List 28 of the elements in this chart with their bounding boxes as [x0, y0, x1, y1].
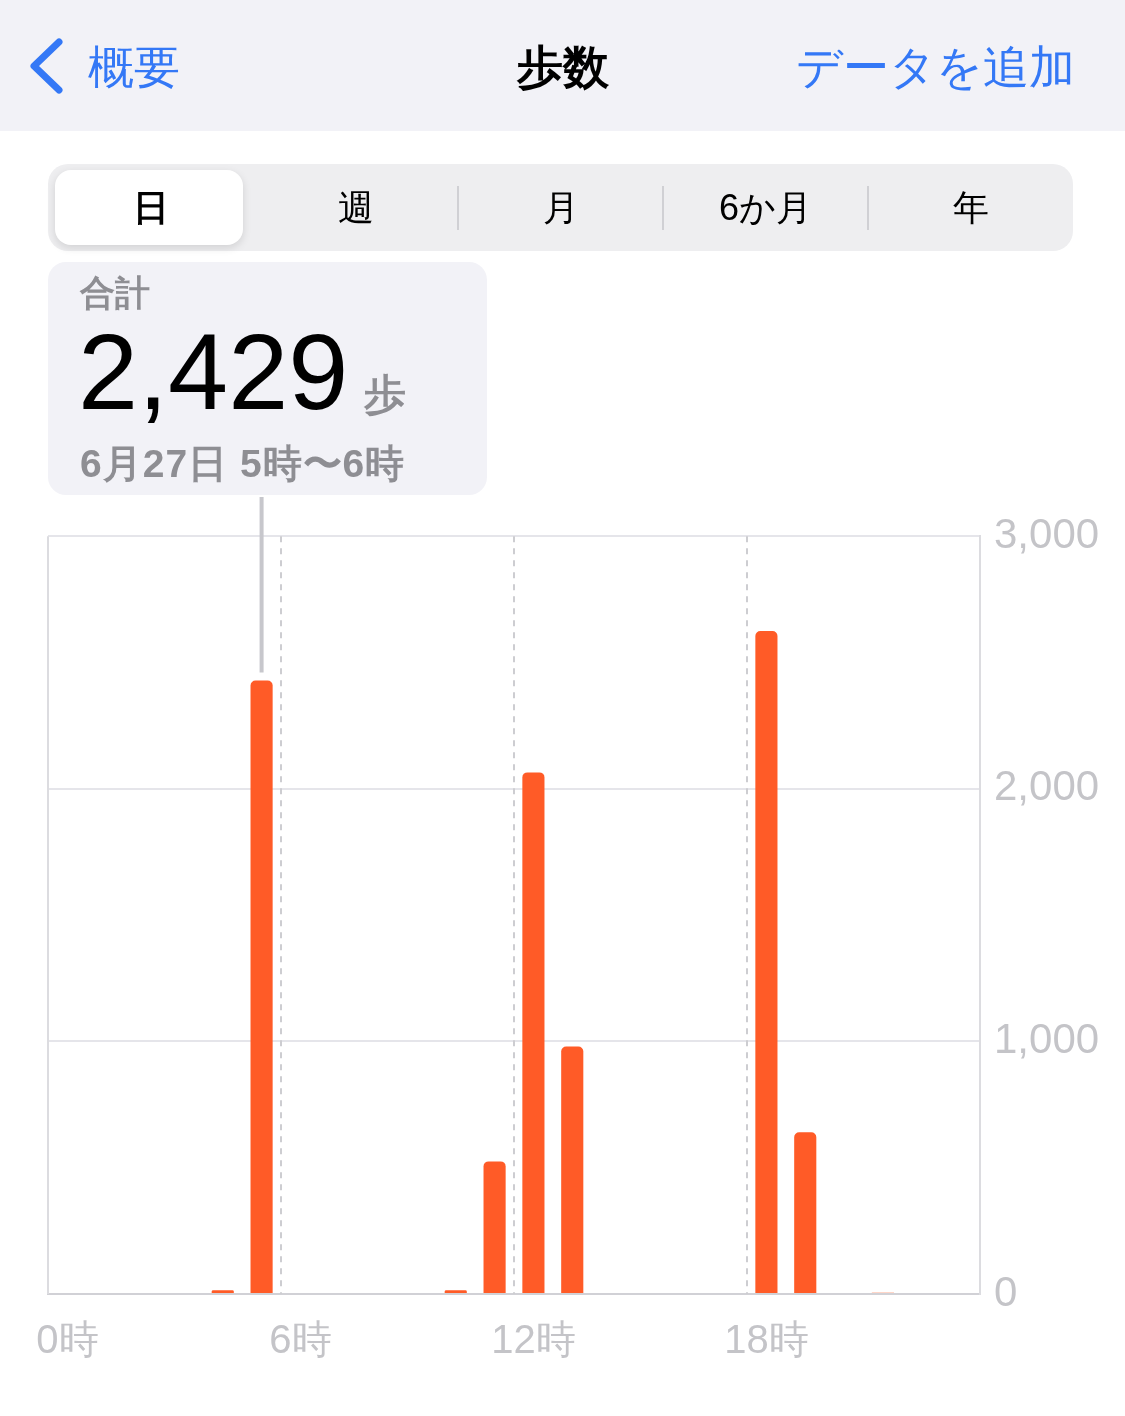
text: 日 — [131, 187, 170, 228]
bar — [755, 630, 778, 1293]
y-tick-label: 3,000 — [994, 509, 1100, 557]
bar — [561, 1046, 584, 1293]
text: 週 — [336, 187, 375, 228]
text: 合計 — [80, 273, 150, 312]
bar — [522, 772, 545, 1293]
text: 6か月 — [718, 187, 813, 228]
x-tick-label: 6時 — [269, 1317, 332, 1362]
bar — [444, 1290, 467, 1293]
text: 月 — [541, 187, 580, 228]
bar — [250, 680, 273, 1293]
text: データを追加 — [796, 41, 1075, 93]
x-tick-label: 18時 — [724, 1317, 809, 1362]
y-tick-label: 1,000 — [994, 1014, 1100, 1062]
text: 概要 — [88, 41, 180, 93]
bar — [211, 1290, 234, 1293]
bar — [483, 1161, 506, 1293]
text: 年 — [951, 187, 990, 228]
text: 6月27日 5時〜6時 — [80, 442, 406, 485]
y-tick-label: 2,000 — [994, 762, 1100, 810]
x-tick-label: 0時 — [36, 1317, 99, 1362]
text: 歩 — [364, 371, 407, 418]
text: 2,429 — [78, 311, 349, 432]
x-tick-label: 12時 — [491, 1317, 576, 1362]
y-tick-label: 0 — [994, 1267, 1018, 1315]
chart-title: 歩数 — [516, 41, 609, 93]
bar — [794, 1132, 817, 1293]
